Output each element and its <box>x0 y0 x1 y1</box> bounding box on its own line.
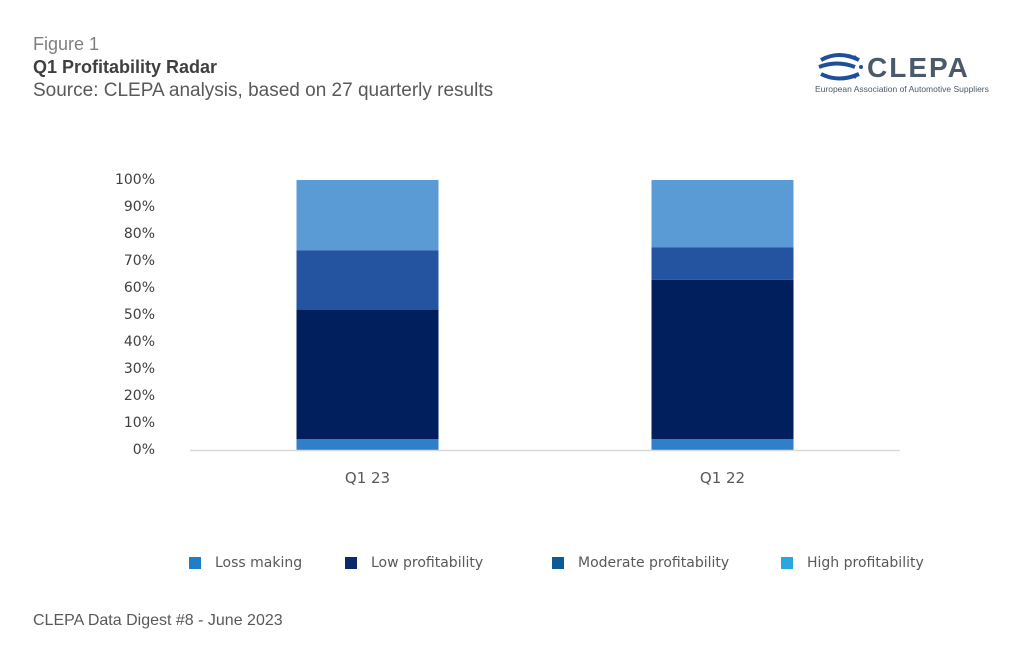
legend-label: High profitability <box>807 555 924 571</box>
legend-item: Loss making <box>189 555 302 571</box>
y-tick-label: 0% <box>133 442 155 458</box>
y-tick-label: 50% <box>124 307 155 323</box>
y-tick-label: 70% <box>124 253 155 269</box>
figure-header: Figure 1 Q1 Profitability Radar Source: … <box>33 33 493 103</box>
chart-source: Source: CLEPA analysis, based on 27 quar… <box>33 80 494 101</box>
legend-item: Moderate profitability <box>552 555 729 571</box>
bar-segment-moderate-profitability-q1-22 <box>651 247 794 280</box>
bar-segment-low-profitability-q1-23 <box>296 309 439 440</box>
legend-swatch <box>189 557 201 569</box>
x-tick-label: Q1 22 <box>700 469 745 487</box>
x-axis-ticks: Q1 23 Q1 22 <box>345 469 745 487</box>
clepa-logo: CLEPA European Association of Automotive… <box>815 50 990 100</box>
logo-tagline: European Association of Automotive Suppl… <box>815 84 989 94</box>
legend-label: Moderate profitability <box>578 555 730 571</box>
bars <box>296 180 794 450</box>
legend-item: High profitability <box>781 555 924 571</box>
legend-swatch <box>781 557 793 569</box>
legend-label: Loss making <box>215 555 303 571</box>
bar-segment-low-profitability-q1-22 <box>651 279 794 440</box>
clepa-logo-mark-icon <box>818 53 863 81</box>
chart-legend: Loss making Low profitability Moderate pro… <box>0 555 1024 575</box>
chart-title: Q1 Profitability Radar <box>33 57 218 77</box>
x-tick-label: Q1 23 <box>345 469 390 487</box>
bar-segment-moderate-profitability-q1-23 <box>296 250 439 310</box>
y-axis-ticks: 0% 10% 20% 30% 40% 50% 60% 70% 80% 90% 100% <box>115 172 155 458</box>
y-tick-label: 20% <box>124 388 155 404</box>
y-tick-label: 40% <box>124 334 155 350</box>
bar-segment-loss-making-q1-23 <box>296 439 439 450</box>
y-tick-label: 80% <box>124 226 155 242</box>
legend-label: Low profitability <box>371 555 484 571</box>
y-tick-label: 90% <box>124 199 155 215</box>
figure-label: Figure 1 <box>33 34 100 54</box>
y-tick-label: 30% <box>124 361 155 377</box>
bar-segment-loss-making-q1-22 <box>651 439 794 450</box>
bar-segment-high-profitability-q1-23 <box>296 180 439 251</box>
y-tick-label: 10% <box>124 415 155 431</box>
y-tick-label: 60% <box>124 280 155 296</box>
stacked-bar-chart: 0%10%20%30%40%50%60%70%80%90%100% Q1 23 Q… <box>115 172 900 487</box>
legend-swatch <box>552 557 564 569</box>
legend-item: Low profitability <box>345 555 483 571</box>
y-tick-label: 100% <box>115 172 155 188</box>
bar-segment-high-profitability-q1-22 <box>651 180 794 248</box>
legend-swatch <box>345 557 357 569</box>
logo-wordmark: CLEPA <box>867 52 970 83</box>
footer-text: CLEPA Data Digest #8 - June 2023 <box>33 612 283 629</box>
